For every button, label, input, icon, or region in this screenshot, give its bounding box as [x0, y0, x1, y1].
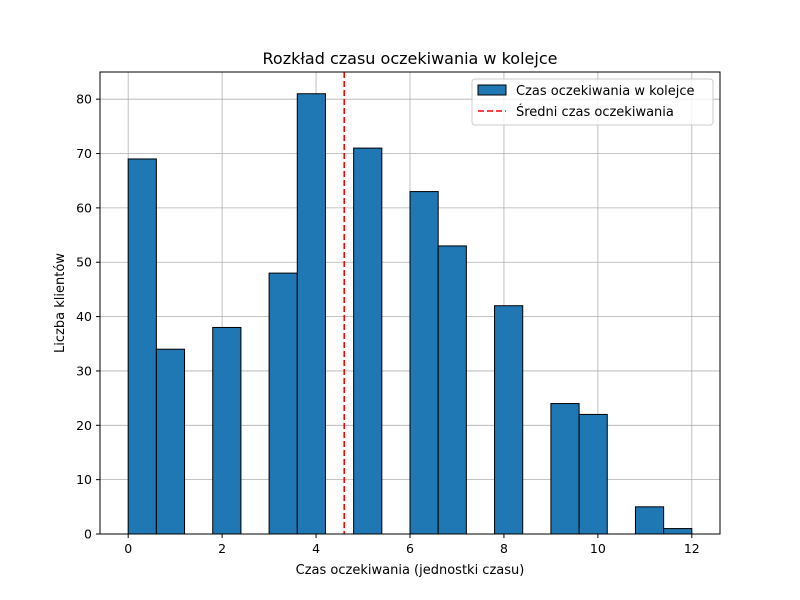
y-tick-label: 70 — [76, 146, 92, 161]
y-ticks: 0 10 20 30 40 50 60 70 80 — [76, 92, 100, 542]
x-tick-label: 12 — [684, 541, 700, 556]
histogram-bar — [578, 413, 608, 535]
y-tick-label: 20 — [76, 418, 92, 433]
chart-title: Rozkład czasu oczekiwania w kolejce — [263, 49, 558, 68]
histogram-bar — [437, 245, 467, 535]
x-tick-label: 4 — [312, 541, 320, 556]
y-tick-label: 10 — [76, 472, 92, 487]
y-tick-label: 0 — [84, 527, 92, 542]
legend-label-line: Średni czas oczekiwania — [516, 104, 674, 120]
histogram-bar — [127, 158, 157, 535]
histogram-bar — [155, 348, 186, 535]
y-axis-label: Liczba klientów — [53, 253, 68, 353]
y-tick-label: 50 — [76, 255, 92, 270]
histogram-bar — [634, 506, 665, 535]
x-tick-label: 8 — [500, 541, 508, 556]
histogram-bar — [550, 403, 580, 535]
x-tick-label: 2 — [218, 541, 226, 556]
x-tick-label: 0 — [124, 541, 132, 556]
histogram-bar — [212, 326, 242, 535]
histogram-bar — [409, 191, 439, 535]
legend: Czas oczekiwania w kolejce Średni czas o… — [471, 78, 714, 126]
histogram-bar — [268, 272, 298, 535]
histogram-bar — [296, 93, 326, 535]
legend-box — [471, 78, 714, 126]
y-tick-label: 60 — [76, 200, 92, 215]
y-tick-label: 40 — [76, 309, 92, 324]
x-ticks: 0 2 4 6 8 10 12 — [124, 534, 700, 556]
legend-swatch-bars — [477, 84, 507, 96]
histogram-bar — [494, 305, 524, 535]
x-tick-label: 10 — [590, 541, 606, 556]
bars — [127, 93, 693, 535]
histogram-bar — [353, 147, 383, 535]
legend-label-bars: Czas oczekiwania w kolejce — [516, 84, 695, 99]
x-axis-label: Czas oczekiwania (jednostki czasu) — [296, 563, 525, 578]
y-tick-label: 30 — [76, 363, 92, 378]
x-tick-label: 6 — [406, 541, 414, 556]
y-tick-label: 80 — [76, 92, 92, 107]
histogram-bar — [663, 528, 693, 535]
